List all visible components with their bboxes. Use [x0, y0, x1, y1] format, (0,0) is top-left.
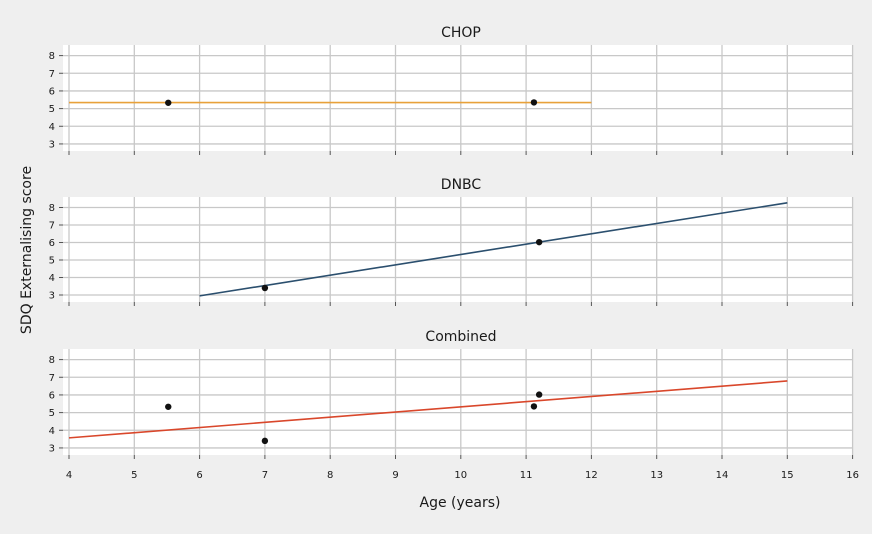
y-tick-label: 4	[49, 273, 55, 284]
x-axis-label: Age (years)	[420, 495, 501, 511]
y-tick-label: 3	[49, 139, 55, 150]
y-tick-label: 4	[49, 426, 55, 437]
data-point	[165, 99, 172, 106]
panel-title: Combined	[425, 329, 496, 345]
x-tick-label: 4	[66, 470, 72, 481]
data-point	[535, 238, 543, 246]
x-tick-label: 6	[196, 470, 202, 481]
x-tick-label: 16	[846, 470, 859, 481]
data-point	[165, 403, 172, 410]
data-point	[530, 99, 538, 106]
data-point	[261, 437, 269, 445]
y-tick-label: 4	[49, 122, 55, 133]
y-tick-label: 8	[49, 203, 55, 214]
x-tick-label: 10	[454, 470, 467, 481]
y-tick-label: 7	[49, 373, 55, 384]
fit-line	[199, 201, 788, 297]
fit-line	[68, 380, 788, 439]
panel-title: CHOP	[441, 25, 481, 41]
plot-area	[63, 349, 852, 455]
y-tick-label: 5	[49, 104, 55, 115]
x-tick-label: 15	[781, 470, 794, 481]
chart-panel-chop: 3 4 5 6 7 8 CHOP	[49, 25, 854, 155]
chart-panel-combined: 3 4 5 6 7 8 4 5 6 7 8 9 10 11 12 13 14 15 16 Combined	[49, 329, 859, 481]
y-tick-label: 6	[49, 390, 55, 401]
y-tick-label: 8	[49, 355, 55, 366]
y-tick-label: 3	[49, 443, 55, 454]
y-tick-label: 8	[49, 51, 55, 62]
y-tick-label: 5	[49, 256, 55, 267]
y-tick-label: 7	[49, 69, 55, 80]
x-tick-label: 5	[131, 470, 137, 481]
chart-panel-dnbc: 3 4 5 6 7 8 DNBC	[49, 177, 854, 306]
x-tick-label: 13	[650, 470, 663, 481]
x-tick-label: 12	[585, 470, 598, 481]
x-tick-label: 14	[716, 470, 729, 481]
data-point	[535, 391, 543, 398]
data-point	[261, 284, 269, 292]
y-tick-label: 7	[49, 221, 55, 232]
y-tick-label: 6	[49, 238, 55, 249]
panel-title: DNBC	[441, 177, 482, 193]
plot-area	[63, 197, 852, 302]
y-axis-label: SDQ Externalising score	[19, 166, 35, 334]
x-tick-label: 11	[520, 470, 533, 481]
y-tick-label: 3	[49, 291, 55, 302]
x-tick-label: 9	[392, 470, 398, 481]
y-tick-label: 6	[49, 86, 55, 97]
x-tick-label: 8	[327, 470, 333, 481]
y-tick-label: 5	[49, 408, 55, 419]
data-point	[530, 403, 538, 410]
x-tick-label: 7	[262, 470, 268, 481]
plot-area	[63, 45, 852, 151]
